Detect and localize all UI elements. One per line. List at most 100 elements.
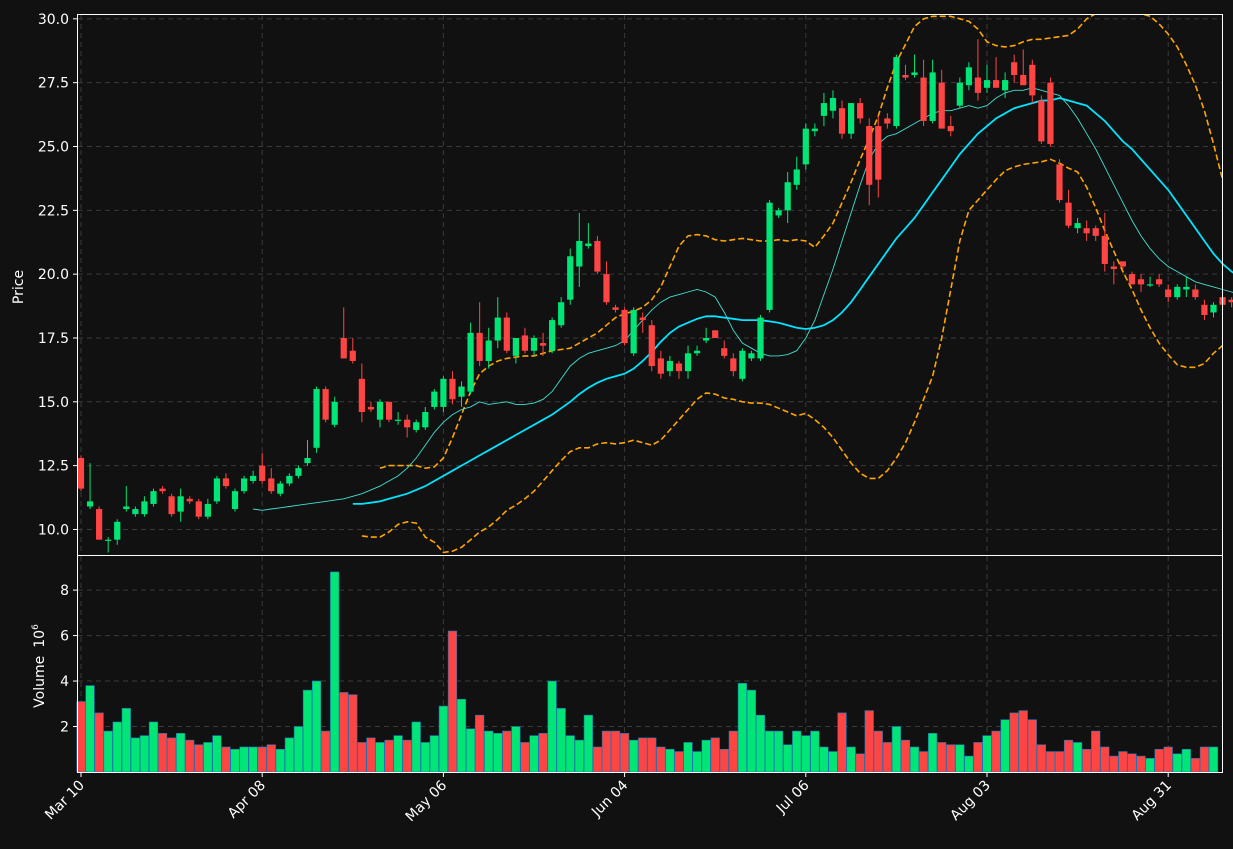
candle-body xyxy=(621,309,628,344)
candle-body xyxy=(1137,279,1145,285)
moving-averages xyxy=(253,87,1233,511)
candle-body xyxy=(567,256,574,300)
candle-body xyxy=(748,353,755,359)
volume-bar xyxy=(1018,710,1028,773)
candle-body xyxy=(485,340,492,361)
candle-body xyxy=(938,82,945,129)
volume-bar xyxy=(167,737,177,773)
candle-body xyxy=(666,360,673,372)
volume-bar xyxy=(864,710,874,773)
volume-bar xyxy=(520,742,530,773)
bollinger-upper-band xyxy=(379,15,1222,470)
volume-bar xyxy=(1145,758,1155,773)
volume-axis-unit-exp: 6 xyxy=(31,624,41,630)
volume-bar xyxy=(982,735,992,773)
candle-body xyxy=(549,320,556,351)
volume-bar xyxy=(556,708,566,773)
volume-bar xyxy=(103,730,113,773)
candle-body xyxy=(757,317,764,359)
candle-body xyxy=(1065,202,1072,226)
volume-bar xyxy=(737,683,747,773)
candle-body xyxy=(240,478,248,492)
candle-body xyxy=(395,419,402,421)
candle-body xyxy=(195,501,202,517)
volume-bar xyxy=(1181,748,1191,773)
volume-bar xyxy=(475,714,485,773)
volume-bar xyxy=(710,737,720,773)
volume-bar xyxy=(882,742,892,773)
candle-body xyxy=(630,309,637,354)
candle-body xyxy=(992,80,1000,88)
volume-bar xyxy=(239,746,249,773)
volume-bar xyxy=(456,698,467,773)
candle-body xyxy=(186,498,193,502)
candle-body xyxy=(404,419,411,428)
price-tick-label: 12.5 xyxy=(38,459,69,475)
candle-body xyxy=(494,317,501,341)
volume-bar xyxy=(493,733,503,773)
volume-bar xyxy=(565,735,575,773)
candle-body xyxy=(1183,286,1190,290)
candle-body xyxy=(703,337,710,341)
candle-body xyxy=(965,67,972,86)
candle-body xyxy=(231,491,239,510)
volume-bar xyxy=(1199,746,1210,773)
bollinger-lower-band xyxy=(361,158,1222,554)
candle-body xyxy=(974,77,982,93)
candle-body xyxy=(150,491,157,504)
volume-bar xyxy=(801,735,811,773)
volume-bar xyxy=(1154,748,1164,773)
candle-body xyxy=(1201,304,1208,315)
candle-body xyxy=(204,503,211,517)
candle-body xyxy=(96,509,103,540)
candle-body xyxy=(639,317,646,321)
candle-body xyxy=(132,509,139,515)
candle-body xyxy=(385,401,393,420)
volume-bar xyxy=(601,730,612,773)
volume-bar xyxy=(592,746,603,773)
volume-bar xyxy=(647,737,657,773)
volume-axis-label-text: Volume xyxy=(32,656,48,708)
price-tick-labels: 10.0 12.5 15.0 17.5 20.0 22.5 25.0 27.5 30.0 xyxy=(38,12,78,538)
candle-body xyxy=(893,57,900,127)
volume-bar xyxy=(1172,753,1182,773)
volume-bar xyxy=(420,742,430,773)
volume-bar xyxy=(783,744,793,773)
volume-bar xyxy=(1091,730,1101,773)
candle-body xyxy=(1002,80,1009,91)
volume-bar xyxy=(221,746,231,773)
candle-body xyxy=(259,465,266,481)
volume-bar xyxy=(266,744,276,773)
candle-body xyxy=(838,108,846,134)
candle-body xyxy=(123,506,130,510)
volume-bar xyxy=(176,733,186,773)
volume-axis-label: Volume 106 xyxy=(31,624,48,708)
volume-bar xyxy=(764,730,775,773)
volume-bar xyxy=(185,739,195,773)
candle-body xyxy=(1192,289,1199,298)
candle-body xyxy=(512,337,519,356)
candle-body xyxy=(1210,304,1217,313)
volume-bar xyxy=(1082,748,1092,773)
candle-body xyxy=(693,350,701,354)
volume-bar xyxy=(909,746,920,773)
candle-body xyxy=(784,182,791,211)
candle-body xyxy=(576,240,583,267)
candle-body xyxy=(1047,82,1054,144)
candle-body xyxy=(612,307,619,310)
price-tick-label: 25.0 xyxy=(38,139,69,155)
volume-bar xyxy=(583,714,593,773)
volume-bar xyxy=(701,739,711,773)
volume-bar xyxy=(366,737,376,773)
candle-body xyxy=(1128,274,1136,285)
candle-body xyxy=(530,337,538,351)
candle-body xyxy=(983,80,991,88)
candle-body xyxy=(458,386,465,397)
candle-body xyxy=(1174,286,1181,298)
candle-body xyxy=(1020,75,1027,86)
candle-body xyxy=(1146,284,1154,286)
price-tick-label: 27.5 xyxy=(38,76,69,92)
volume-bar xyxy=(1045,751,1056,773)
candle-body xyxy=(431,391,438,407)
volume-bar xyxy=(248,746,258,773)
